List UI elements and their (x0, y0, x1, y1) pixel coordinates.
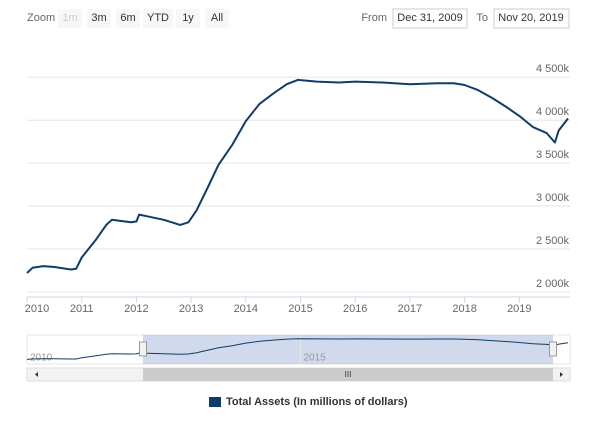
scrollbar-grip: III (345, 370, 352, 379)
x-tick-label: 2016 (343, 303, 367, 315)
zoom-label: Zoom (27, 12, 55, 24)
zoom-button-label[interactable]: 1y (182, 12, 194, 24)
y-tick-label: 3 000k (536, 192, 570, 204)
navigator-label: 2010 (30, 353, 53, 364)
navigator-series (26, 338, 569, 360)
x-tick-label: 2017 (398, 303, 422, 315)
x-tick-label: 2014 (234, 303, 258, 315)
navigator-handle[interactable] (549, 341, 557, 357)
zoom-button-label[interactable]: 1m (62, 12, 77, 24)
zoom-button[interactable] (116, 9, 140, 28)
y-tick-label: 2 500k (536, 235, 570, 247)
x-tick-label: 2011 (70, 303, 94, 315)
scroll-right-arrow[interactable] (560, 372, 563, 377)
to-label: To (476, 12, 488, 24)
zoom-button[interactable] (205, 9, 229, 28)
zoom-button[interactable] (58, 9, 82, 28)
scrollbar-thumb[interactable] (143, 368, 553, 381)
zoom-button-label[interactable]: 6m (120, 12, 135, 24)
y-tick-label: 4 500k (536, 63, 570, 75)
to-date[interactable]: Nov 20, 2019 (498, 12, 563, 24)
navigator-handle[interactable] (139, 341, 147, 357)
x-tick-label: 2010 (25, 303, 49, 315)
from-date[interactable]: Dec 31, 2009 (397, 12, 462, 24)
to-input[interactable] (493, 8, 570, 29)
x-tick-label: 2018 (452, 303, 476, 315)
x-tick-label: 2015 (288, 303, 312, 315)
x-tick-label: 2012 (124, 303, 148, 315)
x-tick-label: 2019 (507, 303, 531, 315)
zoom-button[interactable] (87, 9, 111, 28)
legend-swatch (209, 397, 221, 407)
zoom-button-label[interactable]: YTD (147, 12, 169, 24)
x-tick-label: 2013 (179, 303, 203, 315)
zoom-button[interactable] (143, 9, 173, 28)
y-tick-label: 2 000k (536, 278, 570, 290)
from-input[interactable] (392, 8, 468, 29)
zoom-button-label[interactable]: All (211, 12, 223, 24)
y-tick-label: 3 500k (536, 149, 570, 161)
legend-label: Total Assets (In millions of dollars) (226, 396, 408, 408)
zoom-button-label[interactable]: 3m (91, 12, 106, 24)
navigator-label: 2015 (304, 353, 327, 364)
scroll-left-arrow[interactable] (35, 372, 38, 377)
from-label: From (361, 12, 387, 24)
y-tick-label: 4 000k (536, 106, 570, 118)
zoom-button[interactable] (176, 9, 200, 28)
series-line (26, 78, 569, 274)
